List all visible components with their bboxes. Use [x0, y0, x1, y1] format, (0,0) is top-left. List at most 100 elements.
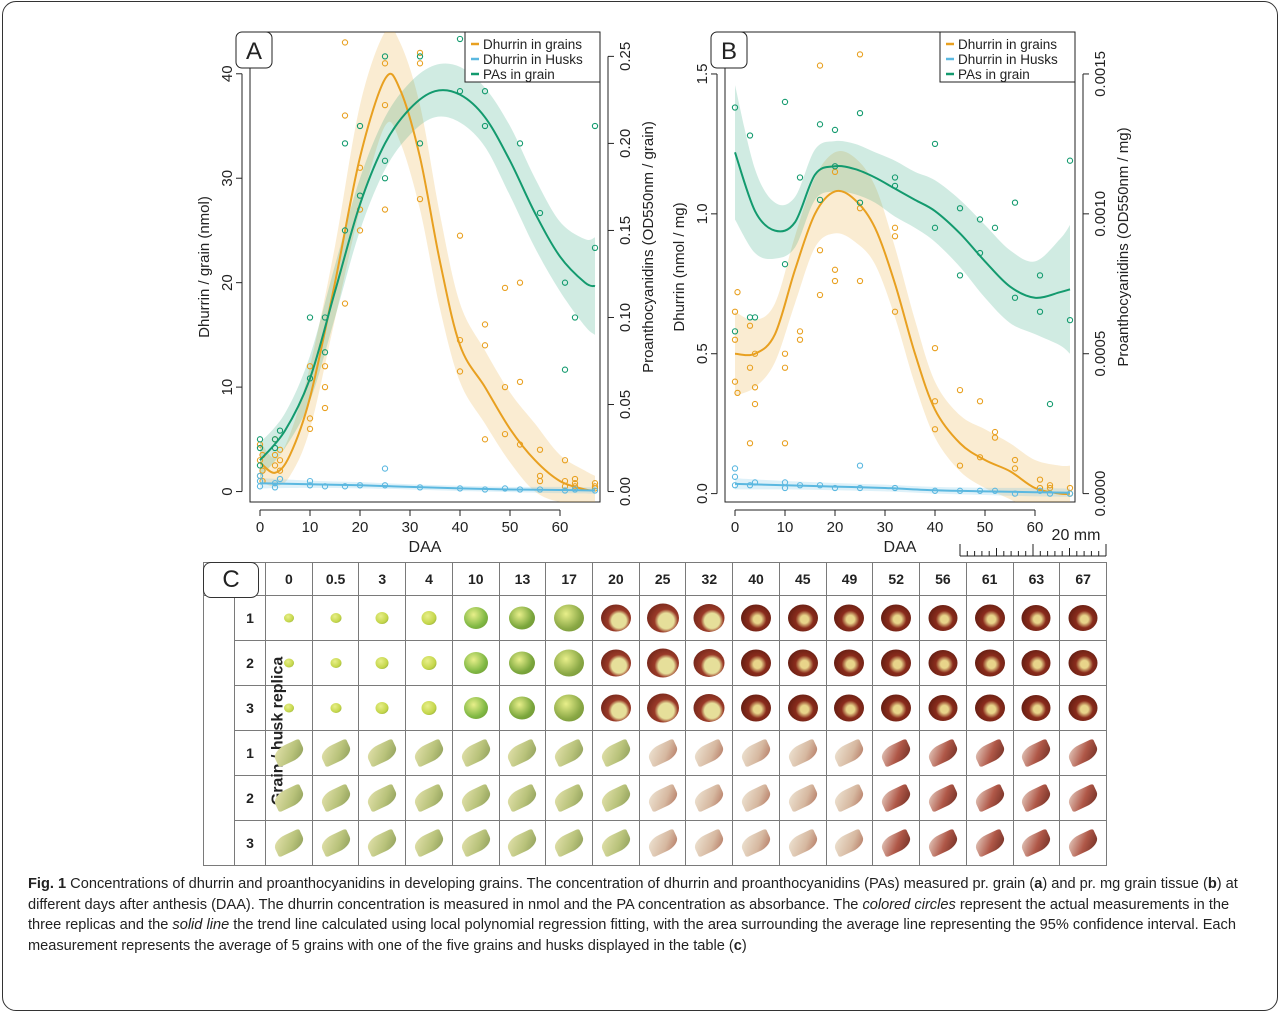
data-point-2-2	[256, 436, 264, 443]
grain-photo	[834, 649, 865, 677]
y2-tick-label-2: 0.0010	[1092, 191, 1109, 237]
data-point-2-15	[381, 157, 389, 164]
husk-photo	[738, 828, 774, 858]
grain-image-cell	[825, 595, 874, 641]
data-point-2-5	[781, 98, 789, 106]
husk-photo	[785, 783, 821, 813]
grain-image-cell	[405, 685, 453, 731]
grain-photo	[928, 650, 958, 676]
husk-image-cell	[919, 730, 967, 776]
caption-text-2: ) and pr. mg grain tissue (	[1042, 876, 1208, 892]
grain-photo	[330, 703, 342, 713]
husk-image-cell	[919, 820, 967, 866]
grain-image-cell	[685, 640, 734, 686]
data-point-1-12	[381, 465, 389, 472]
grain-photo	[787, 604, 818, 632]
data-point-0-9	[751, 384, 759, 391]
plot-area-frame	[724, 31, 1076, 503]
data-point-2-20	[976, 216, 984, 223]
grain-image-cell	[545, 685, 594, 731]
husk-photo	[318, 828, 353, 858]
grain-photo	[974, 694, 1005, 722]
husk-image-cell	[451, 820, 500, 866]
grain-photo	[928, 695, 958, 721]
grain-photo	[646, 693, 679, 723]
y2-tick-label-1: 0.05	[617, 390, 634, 419]
grain-photo	[600, 604, 631, 632]
data-point-2-3	[746, 314, 754, 321]
husk-photo	[411, 828, 447, 858]
legend-label-1: Dhurrin in Husks	[958, 52, 1058, 67]
husk-photo	[878, 783, 914, 813]
grain-photo	[463, 652, 488, 674]
husk-photo	[598, 783, 634, 813]
grain-image-cell	[1059, 595, 1107, 641]
data-point-2-22	[481, 88, 489, 95]
data-point-0-43	[536, 472, 544, 480]
replica-label: 2	[234, 775, 266, 821]
data-point-0-18	[816, 62, 824, 69]
y-tick-label-3: 1.5	[694, 64, 711, 85]
x-tick-label-6: 60	[552, 519, 569, 536]
grain-photo	[974, 604, 1005, 632]
husk-image-cell	[1059, 820, 1107, 866]
grain-image-cell	[825, 640, 874, 686]
column-header-daa: 0.5	[311, 562, 360, 596]
grain-image-cell	[545, 595, 594, 641]
grain-photo	[834, 694, 865, 722]
data-point-0-38	[501, 284, 509, 292]
data-point-0-7	[746, 322, 754, 329]
data-point-0-31	[956, 462, 964, 469]
y2-tick-label-4: 0.20	[617, 129, 634, 158]
chart-panel-a: 0 10 20 30 40 50 60 DAA 0 10 20 30 40 Dhurrin / grain…	[196, 31, 657, 556]
grain-photo	[1021, 695, 1051, 721]
data-point-0-28	[931, 426, 939, 433]
data-point-2-14	[381, 175, 389, 182]
grain-image-cell	[638, 595, 687, 641]
panel-label: B	[721, 38, 737, 65]
y-axis-label: Dhurrin / grain (nmol)	[196, 196, 213, 338]
husk-image-cell	[405, 820, 453, 866]
y-tick-label-2: 20	[219, 274, 236, 291]
data-point-2-28	[1066, 157, 1074, 164]
husk-photo	[458, 738, 494, 768]
grain-photo	[330, 658, 342, 668]
grain-image-cell	[732, 595, 780, 641]
data-point-0-38	[1011, 456, 1019, 464]
husk-photo	[972, 828, 1008, 858]
y-tick-label-0: 0.0	[694, 483, 711, 504]
husk-image-cell	[872, 775, 921, 821]
data-point-0-25	[381, 101, 389, 109]
caption-colored-circles: colored circles	[862, 896, 956, 913]
y2-tick-label-1: 0.0005	[1092, 331, 1109, 377]
grain-image-cell	[732, 685, 780, 731]
data-point-1-9	[341, 483, 349, 490]
husk-image-cell	[638, 820, 687, 866]
data-point-0-19	[341, 112, 349, 119]
husk-image-cell	[825, 775, 874, 821]
y-tick-label-0: 0	[219, 487, 236, 495]
plot-marks	[256, 32, 599, 502]
husk-image-cell	[778, 730, 827, 776]
data-point-2-16	[931, 140, 939, 148]
plot-marks	[731, 51, 1074, 502]
grain-photo	[421, 701, 437, 715]
legend-label-0: Dhurrin in grains	[958, 37, 1057, 52]
y-axis-label: Dhurrin (nmol / mg)	[671, 202, 688, 331]
data-point-0-7	[271, 451, 279, 459]
data-point-2-23	[1011, 199, 1019, 206]
data-point-2-13	[856, 199, 864, 206]
grain-image-cell	[965, 685, 1014, 731]
data-point-0-33	[481, 436, 489, 443]
grain-photo	[463, 697, 488, 719]
column-header-daa: 61	[965, 562, 1014, 596]
data-point-2-5	[276, 427, 284, 434]
husk-row: 3	[204, 820, 1107, 866]
data-point-0-11	[781, 440, 789, 447]
grain-image-cell	[1012, 595, 1061, 641]
grain-image-cell	[451, 595, 500, 641]
grain-photo	[463, 607, 488, 629]
husk-image-cell	[638, 775, 687, 821]
data-point-0-10	[276, 457, 284, 464]
